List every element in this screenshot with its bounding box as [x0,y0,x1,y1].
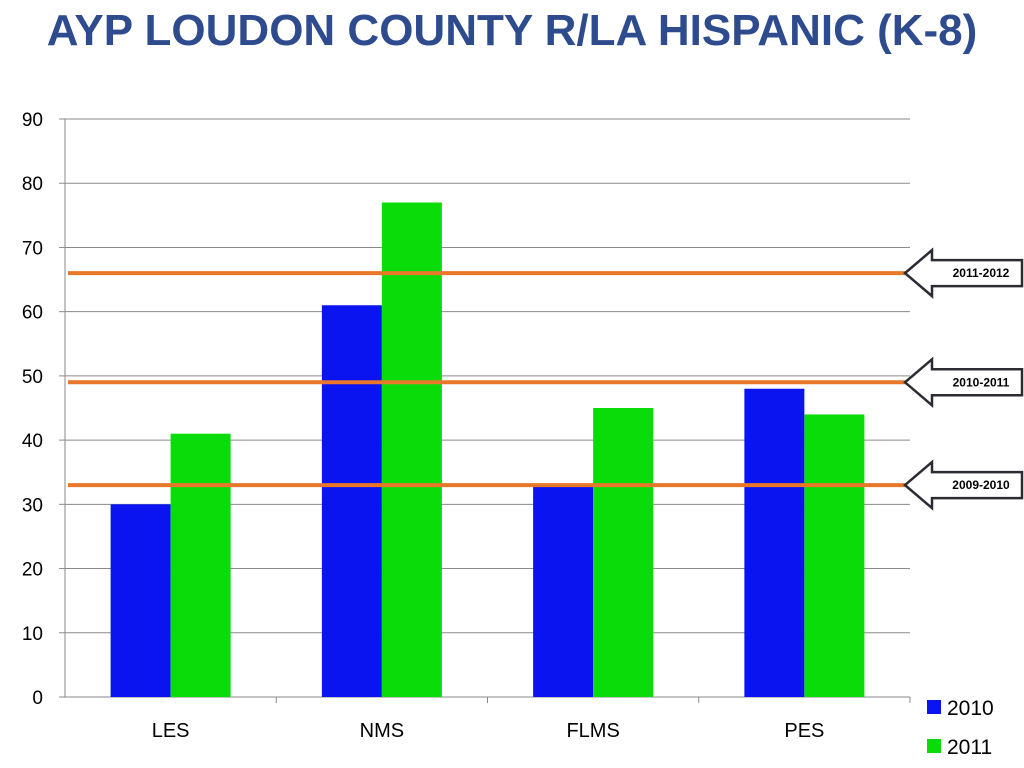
y-tick-label: 30 [22,495,43,516]
arrow-callout-icon [903,356,1024,409]
reference-lines: 2011-2012 2010-2011 2009-2010 [68,247,1024,511]
bar-les-2010 [110,504,171,697]
reference-label: 2010-2011 [953,375,1010,389]
bar-nms-2011 [381,202,442,697]
y-tick-label: 90 [22,110,43,131]
y-tick-label: 20 [22,560,43,581]
legend-swatch-2010 [927,700,941,714]
legend-swatch-2011 [927,739,941,753]
legend: 2010 2011 [927,697,994,759]
y-tick-label: 0 [32,688,43,709]
bar-pes-2011 [804,414,865,697]
legend-label-2010: 2010 [947,697,994,720]
y-tick-label: 60 [22,303,43,324]
arrow-callout-icon [903,247,1024,299]
bar-les-2011 [170,433,231,697]
bar-pes-2010 [744,388,805,697]
bars [110,202,865,697]
y-tick-label: 80 [22,174,43,195]
reference-label: 2011-2012 [953,266,1010,280]
reference-label: 2009-2010 [952,478,1010,492]
category-label: NMS [360,720,404,742]
y-tick-label: 40 [22,431,43,452]
arrow-callout-icon [903,459,1024,511]
category-labels: LES NMS FLMS PES [152,720,825,742]
category-label: FLMS [566,720,619,742]
category-label: PES [784,720,824,742]
bar-flms-2011 [593,408,654,697]
category-label: LES [152,720,190,742]
chart-title: AYP LOUDON COUNTY R/LA HISPANIC (K-8) [46,6,978,55]
y-tick-label: 50 [22,367,43,388]
y-tick-labels: 0 10 20 30 40 50 60 70 80 90 [22,110,43,709]
y-tick-label: 70 [22,238,43,259]
bar-nms-2010 [321,305,382,697]
bar-flms-2010 [533,485,594,697]
legend-label-2011: 2011 [947,736,992,759]
y-tick-label: 10 [22,624,43,645]
